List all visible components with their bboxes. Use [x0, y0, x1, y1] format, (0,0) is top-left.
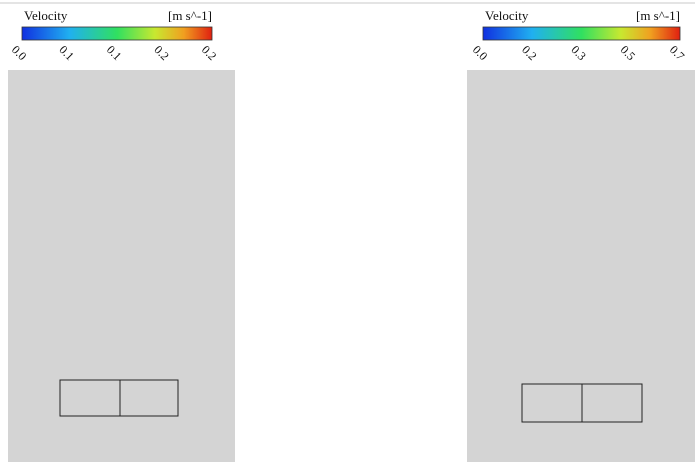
field-left — [8, 70, 235, 462]
field-right — [467, 70, 695, 462]
figure: Velocity [m s^-1] Velocity [m s^-1] 0.00… — [0, 0, 695, 462]
